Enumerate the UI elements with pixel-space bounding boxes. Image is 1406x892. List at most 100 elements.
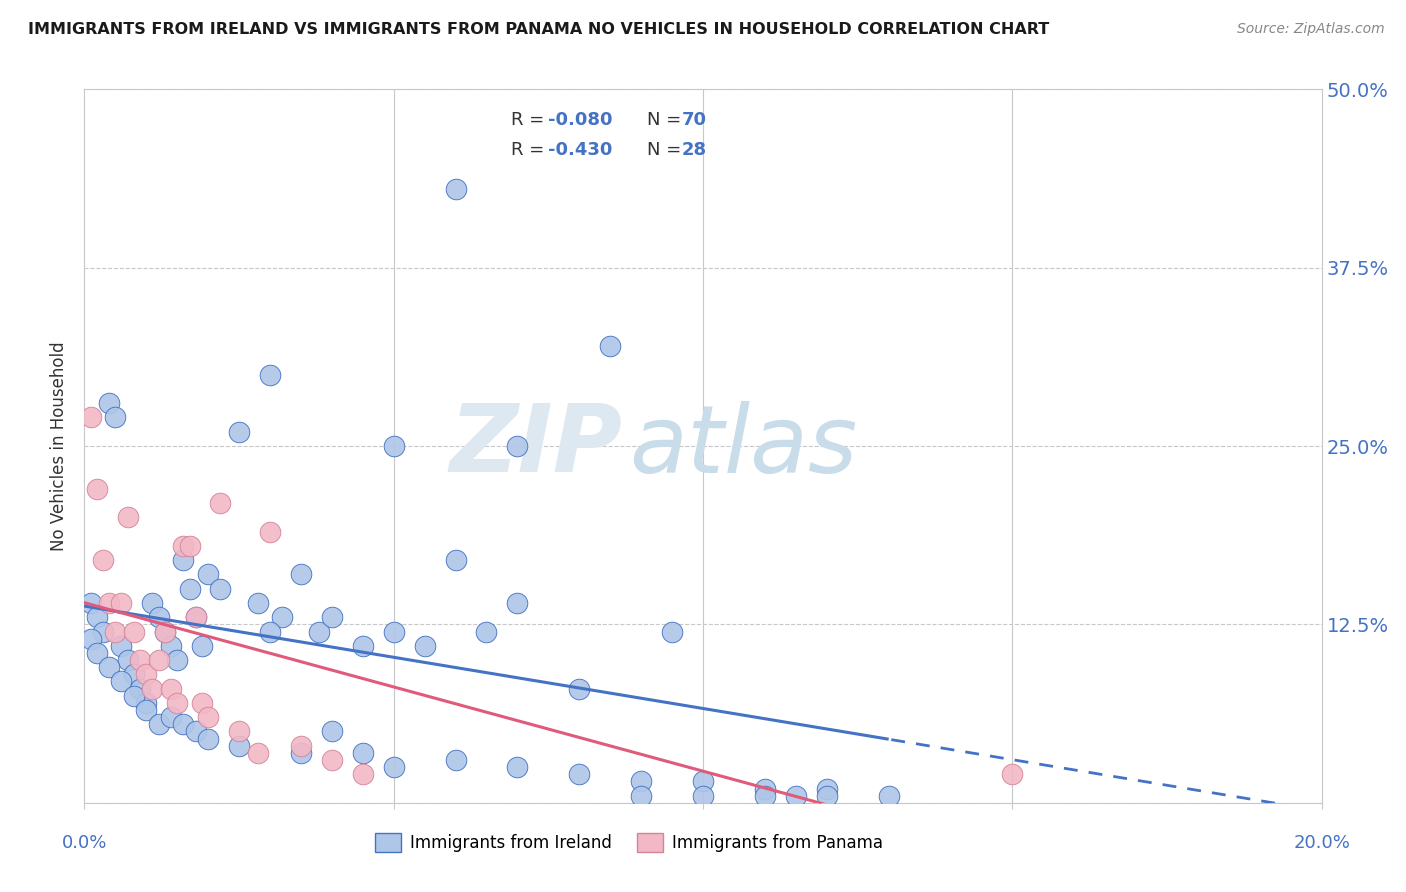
Point <box>184 610 207 624</box>
Point <box>160 710 183 724</box>
Point <box>506 439 529 453</box>
Point <box>209 496 232 510</box>
Point <box>91 624 114 639</box>
Point <box>122 689 145 703</box>
Point <box>259 368 281 382</box>
Point <box>568 767 591 781</box>
Point <box>117 510 139 524</box>
Point <box>148 717 170 731</box>
Point <box>135 696 157 710</box>
Point <box>79 410 101 425</box>
Point <box>104 624 127 639</box>
Point <box>815 789 838 803</box>
Point <box>599 339 621 353</box>
Point <box>86 610 108 624</box>
Point <box>160 681 183 696</box>
Point <box>184 724 207 739</box>
Text: 20.0%: 20.0% <box>1294 834 1350 852</box>
Point <box>228 425 250 439</box>
Point <box>754 789 776 803</box>
Point <box>475 624 498 639</box>
Point <box>179 582 201 596</box>
Point <box>98 396 121 410</box>
Point <box>160 639 183 653</box>
Point <box>110 639 132 653</box>
Point <box>166 653 188 667</box>
Text: -0.080: -0.080 <box>548 111 613 128</box>
Point <box>209 582 232 596</box>
Text: 28: 28 <box>682 141 707 159</box>
Point <box>630 774 652 789</box>
Point <box>321 753 343 767</box>
Point <box>122 624 145 639</box>
Point <box>308 624 330 639</box>
Point <box>630 789 652 803</box>
Text: 70: 70 <box>682 111 707 128</box>
Point <box>197 731 219 746</box>
Point <box>86 646 108 660</box>
Point <box>197 710 219 724</box>
Point <box>172 717 194 731</box>
Text: 0.0%: 0.0% <box>62 834 107 852</box>
Point <box>191 639 214 653</box>
Point <box>110 596 132 610</box>
Point <box>141 681 163 696</box>
Legend: Immigrants from Ireland, Immigrants from Panama: Immigrants from Ireland, Immigrants from… <box>368 827 890 859</box>
Point <box>104 410 127 425</box>
Point <box>153 624 176 639</box>
Point <box>259 524 281 539</box>
Point <box>228 724 250 739</box>
Point <box>184 610 207 624</box>
Text: -0.430: -0.430 <box>548 141 613 159</box>
Point <box>692 789 714 803</box>
Point <box>129 681 152 696</box>
Point <box>271 610 294 624</box>
Point <box>98 660 121 674</box>
Point <box>413 639 436 653</box>
Point <box>141 596 163 610</box>
Point <box>259 624 281 639</box>
Point <box>352 767 374 781</box>
Point <box>98 596 121 610</box>
Point <box>246 596 269 610</box>
Point <box>290 746 312 760</box>
Text: ZIP: ZIP <box>450 400 623 492</box>
Point <box>197 567 219 582</box>
Point <box>166 696 188 710</box>
Point <box>290 567 312 582</box>
Point <box>172 553 194 567</box>
Point <box>179 539 201 553</box>
Point <box>79 632 101 646</box>
Point <box>91 553 114 567</box>
Point <box>1001 767 1024 781</box>
Point <box>506 596 529 610</box>
Text: R =: R = <box>512 111 550 128</box>
Point <box>228 739 250 753</box>
Point <box>117 653 139 667</box>
Point <box>382 624 405 639</box>
Point <box>568 681 591 696</box>
Point <box>754 781 776 796</box>
Point <box>153 624 176 639</box>
Point <box>785 789 807 803</box>
Point <box>148 653 170 667</box>
Point <box>877 789 900 803</box>
Point <box>321 610 343 624</box>
Text: R =: R = <box>512 141 550 159</box>
Point <box>110 674 132 689</box>
Point <box>246 746 269 760</box>
Point <box>382 439 405 453</box>
Text: Source: ZipAtlas.com: Source: ZipAtlas.com <box>1237 22 1385 37</box>
Point <box>506 760 529 774</box>
Point <box>661 624 683 639</box>
Point <box>86 482 108 496</box>
Point <box>444 753 467 767</box>
Point <box>172 539 194 553</box>
Point <box>444 182 467 196</box>
Y-axis label: No Vehicles in Household: No Vehicles in Household <box>51 341 69 551</box>
Point <box>321 724 343 739</box>
Point <box>382 760 405 774</box>
Point <box>191 696 214 710</box>
Point <box>79 596 101 610</box>
Point <box>290 739 312 753</box>
